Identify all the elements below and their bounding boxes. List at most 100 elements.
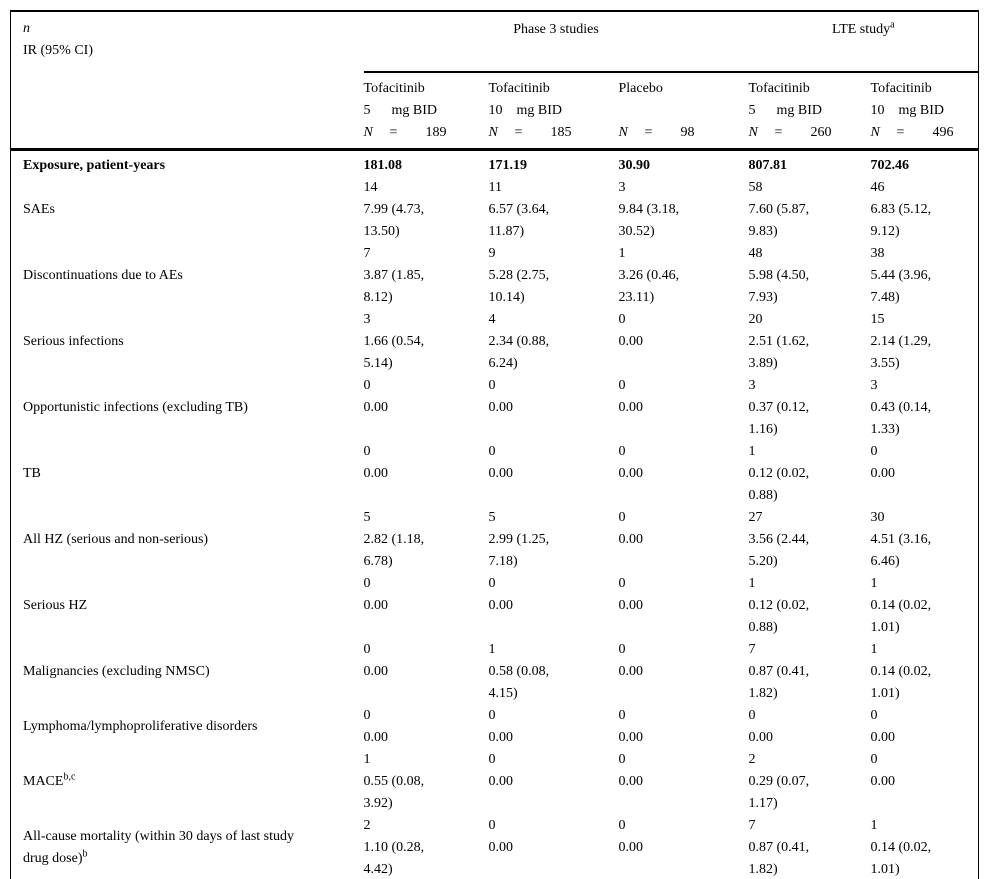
data-cell: 0 0.00	[619, 507, 749, 573]
ir-line: 3.87 (1.85,	[363, 268, 425, 283]
n-count: 1	[748, 444, 756, 459]
equals-sign: =	[389, 125, 398, 140]
ir-line: 1.33)	[870, 422, 900, 437]
ir-ci-value: 0.14 (0.02, 1.01)	[871, 837, 979, 879]
n-count: 48	[748, 246, 763, 261]
row-label-text: Serious HZ	[23, 598, 88, 613]
n-symbol: N	[870, 125, 880, 140]
n-count: 7	[748, 642, 756, 657]
equals-sign: =	[896, 125, 905, 140]
data-cell: 0 0.00	[619, 441, 749, 507]
data-cell: 27 3.56 (2.44, 5.20)	[749, 507, 871, 573]
data-cell: 0 0.00	[489, 441, 619, 507]
footnote-marker: a	[890, 19, 895, 31]
exposure-value: 30.90	[618, 158, 651, 173]
ir-ci-value: 2.51 (1.62, 3.89)	[749, 331, 871, 375]
data-cell: 1 0.14 (0.02, 1.01)	[871, 639, 979, 705]
n-count: 3	[748, 378, 756, 393]
n-count: 14	[363, 180, 378, 195]
ir-line: 5.98 (4.50,	[748, 268, 810, 283]
data-cell: 1 0.14 (0.02, 1.01)	[871, 815, 979, 879]
n-symbol: N	[488, 125, 498, 140]
data-cell: 14 7.99 (4.73, 13.50)	[364, 177, 489, 243]
data-cell: 0 0.00	[619, 639, 749, 705]
ir-ci-value: 0.00	[619, 661, 749, 683]
table-row: MACEb,c 1 0.55 (0.08, 3.92) 0 0.00 0 0.00 2 0.29 …	[11, 749, 979, 815]
ir-ci-value: 0.00	[364, 661, 489, 683]
n-count: 1	[618, 246, 626, 261]
data-cell: 9 5.28 (2.75, 10.14)	[489, 243, 619, 309]
ir-ci-value: 0.00	[749, 727, 871, 749]
n-count: 0	[748, 708, 756, 723]
data-cell: 38 5.44 (3.96, 7.48)	[871, 243, 979, 309]
data-cell: 0 0.00	[619, 375, 749, 441]
table-row: Serious HZ 0 0.00 0 0.00 0 0.00 1 0.12 (0.02, 0.8…	[11, 573, 979, 639]
n-value: 189	[425, 125, 447, 140]
group-label: Phase 3 studies	[513, 22, 599, 37]
ir-ci-value: 3.26 (0.46, 23.11)	[619, 265, 749, 309]
data-cell: 1 0.12 (0.02, 0.88)	[749, 573, 871, 639]
ir-ci-value: 2.14 (1.29, 3.55)	[871, 331, 979, 375]
ir-line: 0.12 (0.02,	[748, 598, 810, 613]
ir-line: 13.50)	[363, 224, 400, 239]
table-row: All HZ (serious and non-serious) 5 2.82 (1…	[11, 507, 979, 573]
n-count: 0	[618, 378, 626, 393]
n-count: 0	[363, 708, 371, 723]
data-cell: 0 0.00	[619, 749, 749, 815]
data-cell: 0 0.00	[364, 705, 489, 749]
ir-line: 3.92)	[363, 796, 393, 811]
data-cell: 1 0.55 (0.08, 3.92)	[364, 749, 489, 815]
ir-line: 0.00	[618, 532, 644, 547]
ir-line: 5.20)	[748, 554, 778, 569]
column-dose-line: 10 mg BID	[489, 100, 619, 122]
ir-line: 2.14 (1.29,	[870, 334, 932, 349]
ir-line: 3.89)	[748, 356, 778, 371]
n-count: 1	[363, 752, 371, 767]
ir-line: 6.83 (5.12,	[870, 202, 932, 217]
ir-ci-value: 1.66 (0.54, 5.14)	[364, 331, 489, 375]
ir-ci-value: 0.37 (0.12, 1.16)	[749, 397, 871, 441]
ir-line: 1.16)	[748, 422, 778, 437]
row-label: Malignancies (excluding NMSC)	[11, 639, 364, 705]
ir-line: 0.00	[618, 840, 644, 855]
n-count: 0	[618, 444, 626, 459]
dose-number: 5	[363, 103, 371, 118]
column-header-1: Tofacitinib 5 mg BID N = 189	[363, 72, 489, 151]
ir-line: 8.12)	[363, 290, 393, 305]
n-count: 30	[870, 510, 885, 525]
ir-line: 1.10 (0.28,	[363, 840, 425, 855]
data-cell: 0 0.00	[489, 749, 619, 815]
ir-line: 0.00	[618, 774, 644, 789]
ir-line: 0.29 (0.07,	[748, 774, 810, 789]
ir-ci-value: 0.00	[619, 771, 749, 793]
n-count: 3	[870, 378, 878, 393]
row-label: Discontinuations due to AEs	[11, 243, 364, 309]
n-count: 0	[618, 576, 626, 591]
row-label-text: Lymphoma/lymphoproliferative disorders	[23, 719, 258, 734]
ir-line: 0.00	[618, 664, 644, 679]
ir-line: 0.00	[618, 334, 644, 349]
ir-line: 0.88)	[748, 620, 778, 635]
equals-sign: =	[774, 125, 783, 140]
data-cell: 3 9.84 (3.18, 30.52)	[619, 177, 749, 243]
column-drug-name: Tofacitinib	[870, 81, 932, 96]
ir-line: 7.99 (4.73,	[363, 202, 425, 217]
n-count: 0	[618, 818, 626, 833]
ir-ci-value: 1.10 (0.28, 4.42)	[364, 837, 489, 879]
n-count: 0	[870, 708, 878, 723]
ir-ci-value: 0.00	[364, 463, 489, 485]
ir-line: 9.83)	[748, 224, 778, 239]
column-dose-line: 5 mg BID	[364, 100, 489, 122]
n-count: 1	[870, 818, 878, 833]
ir-line: 6.24)	[488, 356, 518, 371]
data-cell: 1 0.58 (0.08, 4.15)	[489, 639, 619, 705]
ir-ci-value: 0.00	[619, 331, 749, 353]
n-count: 7	[748, 818, 756, 833]
data-cell: 2 0.29 (0.07, 1.17)	[749, 749, 871, 815]
n-count: 0	[363, 444, 371, 459]
n-count: 5	[363, 510, 371, 525]
n-count: 0	[488, 752, 496, 767]
column-header-5: Tofacitinib 10 mg BID N = 496	[870, 72, 979, 151]
ir-ci-value: 0.00	[619, 727, 749, 749]
ir-line: 3.56 (2.44,	[748, 532, 810, 547]
